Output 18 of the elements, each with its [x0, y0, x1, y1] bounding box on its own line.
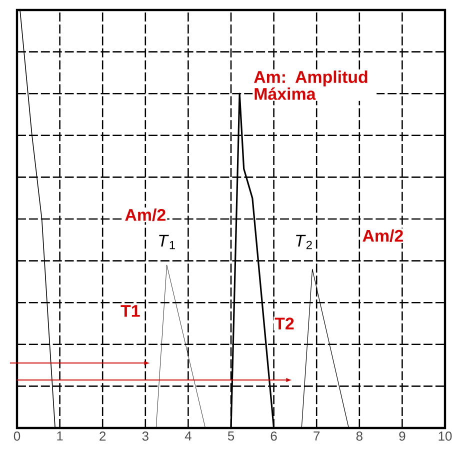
- x-tick-label: 9: [399, 432, 406, 441]
- x-tick-label: 7: [314, 432, 320, 440]
- x-tick-label: 6: [270, 432, 277, 441]
- x-tick-label: 5: [228, 432, 234, 441]
- x-tick-label: 1: [57, 432, 63, 440]
- annotation: Am/2: [362, 229, 403, 242]
- x-tick-label: 2: [100, 432, 106, 441]
- x-tick-label: 3: [142, 432, 148, 441]
- x-tick-label: 4: [184, 432, 192, 440]
- x-tick-label: 0: [14, 432, 20, 441]
- annotation: T2: [274, 318, 294, 330]
- annotation: T$_{2}$: [296, 234, 312, 250]
- annotation: T1: [120, 305, 140, 317]
- x-tick-label: 8: [356, 432, 362, 441]
- annotation: Am: Amplitud Máxima: [254, 70, 368, 100]
- x-tick-label: 10: [438, 432, 452, 441]
- annotation: T$_{1}$: [159, 234, 175, 250]
- annotation: Am/2: [125, 208, 166, 222]
